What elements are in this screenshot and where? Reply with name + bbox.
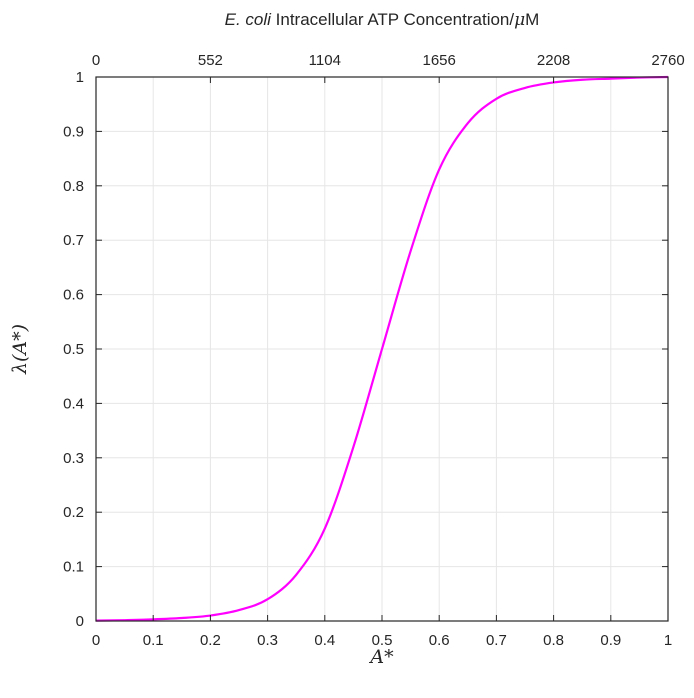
label-layer: 0 0.1 0.2 0.3 0.4 0.5 0.6 0.7 0.8 0.9 100.10.20.30… xyxy=(63,52,685,649)
top-tick-label: 2208 xyxy=(537,52,570,69)
tick-layer xyxy=(95,76,669,622)
series-line xyxy=(95,75,669,622)
top-axis-title-italic: E. coli xyxy=(225,10,273,29)
x-tick-label: 0.2 xyxy=(200,632,221,649)
x-tick-label: 1 xyxy=(664,632,672,649)
top-axis-title-unit: M xyxy=(525,10,539,29)
y-tick-label: 0.2 xyxy=(63,504,84,521)
y-tick-label: 0.6 xyxy=(63,287,84,304)
y-tick-label: 0 xyxy=(76,613,84,630)
line-layer xyxy=(95,75,669,622)
x-tick-label: 0.6 xyxy=(429,632,450,649)
top-tick-label: 552 xyxy=(198,52,223,69)
x-tick-label: 0.1 xyxy=(143,632,164,649)
y-tick-label: 0.9 xyxy=(63,123,84,140)
y-axis-label: λ(A*) xyxy=(9,324,31,375)
x-tick-label: 0.3 xyxy=(257,632,278,649)
y-tick-label: 0.3 xyxy=(63,450,84,467)
y-tick-label: 0.8 xyxy=(63,178,84,195)
top-axis-title: E. coli Intracellular ATP Concentration/… xyxy=(225,10,540,30)
top-axis-title-rest: Intracellular ATP Concentration/ xyxy=(271,10,514,29)
y-tick-label: 0.1 xyxy=(63,559,84,576)
top-tick-label: 2760 xyxy=(651,52,684,69)
x-tick-label: 0.4 xyxy=(314,632,335,649)
y-tick-label: 0.4 xyxy=(63,395,84,412)
x-tick-label: 0.9 xyxy=(600,632,621,649)
top-tick-label: 0 xyxy=(92,52,100,69)
y-tick-label: 0.5 xyxy=(63,341,84,358)
top-tick-label: 1656 xyxy=(423,52,456,69)
top-tick-label: 1104 xyxy=(309,52,341,69)
x-tick-label: 0.7 xyxy=(486,632,507,649)
y-tick-label: 0.7 xyxy=(63,232,84,249)
x-tick-label: 0.8 xyxy=(543,632,564,649)
x-axis-label: A* xyxy=(368,646,394,668)
top-axis-title-mu: μ xyxy=(514,10,525,30)
x-tick-label: 0 xyxy=(92,632,100,649)
x-tick-label: 0.5 xyxy=(372,632,393,649)
y-tick-label: 1 xyxy=(76,69,84,86)
